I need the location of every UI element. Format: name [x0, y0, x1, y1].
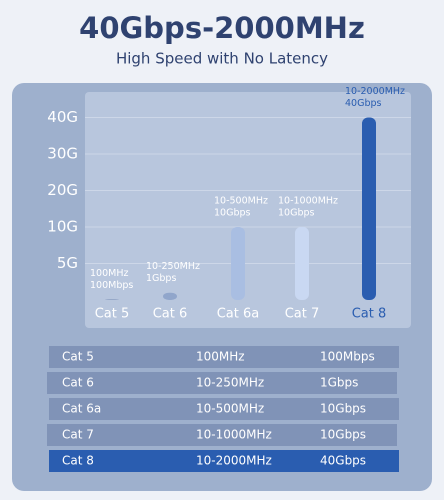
value-label: 40Gbps [345, 98, 382, 109]
frequency-label: 100MHz [90, 268, 128, 279]
x-tick-label: Cat 7 [285, 307, 320, 322]
x-tick-label: Cat 5 [95, 307, 130, 322]
y-tick-label: 10G [47, 218, 78, 236]
table-cell: Cat 6 [62, 376, 94, 390]
value-label: 1Gbps [146, 273, 176, 284]
chart-area [85, 92, 411, 328]
bar [163, 292, 177, 300]
y-tick-label: 30G [47, 145, 78, 163]
x-tick-label: Cat 6 [153, 307, 188, 322]
frequency-label: 10-1000MHz [278, 196, 338, 207]
y-tick-label: 5G [57, 254, 78, 272]
x-tick-label: Cat 6a [217, 307, 260, 322]
table-cell: 10-500MHz [196, 402, 264, 416]
table-cell: Cat 8 [62, 454, 94, 468]
bar [231, 227, 245, 300]
table-row [49, 450, 399, 472]
table-cell: 40Gbps [320, 454, 366, 468]
bar [362, 117, 376, 300]
value-label: 100Mbps [90, 280, 133, 291]
y-tick-label: 40G [47, 108, 78, 126]
x-tick-label: Cat 8 [352, 307, 387, 322]
table-cell: 100Mbps [320, 350, 375, 364]
table-row [49, 398, 399, 420]
table-cell: 10Gbps [320, 428, 366, 442]
table-cell: 1Gbps [320, 376, 358, 390]
table-row [49, 346, 399, 368]
frequency-label: 10-250MHz [146, 261, 200, 272]
title: 40Gbps-2000MHz [79, 11, 365, 45]
table-row [47, 424, 397, 446]
value-label: 10Gbps [278, 208, 315, 219]
table-cell: 100MHz [196, 350, 245, 364]
table-row [47, 372, 397, 394]
table-cell: 10-250MHz [196, 376, 264, 390]
table-cell: 10Gbps [320, 402, 366, 416]
bar [295, 227, 309, 300]
table-cell: 10-1000MHz [196, 428, 272, 442]
frequency-label: 10-500MHz [214, 196, 268, 207]
y-tick-label: 20G [47, 181, 78, 199]
value-label: 10Gbps [214, 208, 251, 219]
subtitle: High Speed with No Latency [116, 50, 328, 68]
bar [105, 299, 119, 300]
table-cell: Cat 6a [62, 402, 101, 416]
table-cell: Cat 5 [62, 350, 94, 364]
table-cell: 10-2000MHz [196, 454, 272, 468]
table-cell: Cat 7 [62, 428, 94, 442]
frequency-label: 10-2000MHz [345, 86, 405, 97]
